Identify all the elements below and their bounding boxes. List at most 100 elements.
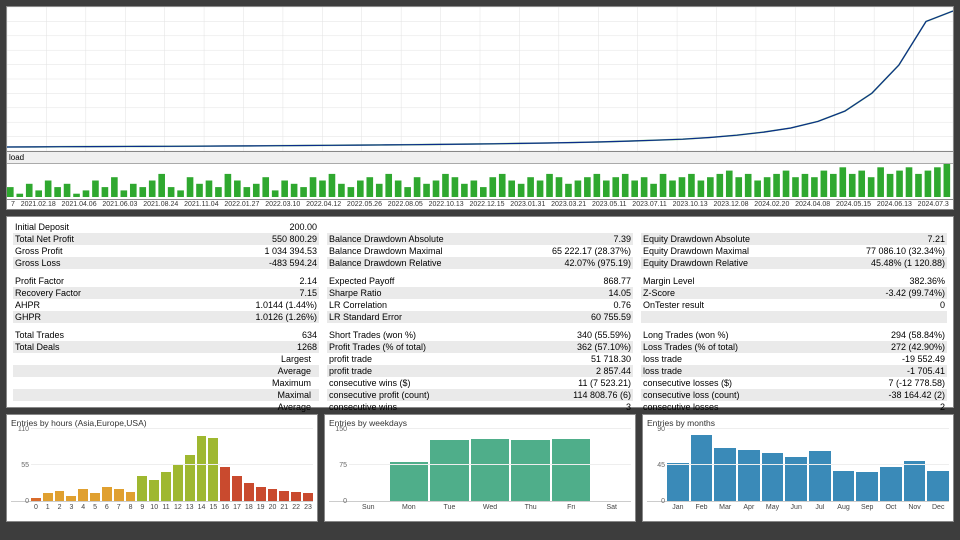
bar (66, 496, 76, 501)
stat-row: Loss Trades (% of total)272 (42.90%) (641, 341, 947, 353)
stat-row: Initial Deposit200.00 (13, 221, 319, 233)
stat-row (641, 221, 947, 233)
stat-row: Profit Factor2.14 (13, 275, 319, 287)
chart-title: Entries by months (647, 418, 949, 428)
stat-row: loss trade-1 705.41 (641, 365, 947, 377)
entries-by-months-chart: Entries by months 04590 JanFebMarAprMayJ… (642, 414, 954, 522)
stat-row: Short Trades (won %)340 (55.59%) (327, 329, 633, 341)
bar (471, 439, 510, 501)
bar (256, 487, 266, 501)
bar (511, 440, 550, 501)
bar (31, 498, 41, 501)
bar (78, 489, 88, 501)
chart-title: Entries by hours (Asia,Europe,USA) (11, 418, 313, 428)
bar (279, 491, 289, 501)
entries-by-hours-chart: Entries by hours (Asia,Europe,USA) 05511… (6, 414, 318, 522)
equity-curve-panel (6, 6, 954, 152)
stat-row: Sharpe Ratio14.05 (327, 287, 633, 299)
equity-curve (7, 7, 953, 151)
stat-row: Margin Level382.36% (641, 275, 947, 287)
bar (268, 489, 278, 501)
bar (220, 467, 230, 501)
stat-row: Gross Profit1 034 394.53 (13, 245, 319, 257)
entries-by-weekdays-chart: Entries by weekdays 075150 SunMonTueWedT… (324, 414, 636, 522)
stat-row: profit trade51 718.30 (327, 353, 633, 365)
bar (762, 453, 784, 501)
bar (552, 439, 591, 501)
stat-row: Maximum (13, 377, 319, 389)
volume-bars (7, 164, 953, 197)
stat-row: Maximal (13, 389, 319, 401)
time-axis: 72021.02.182021.04.062021.06.032021.08.2… (6, 200, 954, 210)
bar (691, 435, 713, 501)
stat-row: loss trade-19 552.49 (641, 353, 947, 365)
stat-row: consecutive loss (count)-38 164.42 (2) (641, 389, 947, 401)
volume-panel: load (6, 152, 954, 200)
stat-row: Balance Drawdown Absolute7.39 (327, 233, 633, 245)
stat-row: Expected Payoff868.77 (327, 275, 633, 287)
bar (114, 489, 124, 501)
bar (430, 440, 469, 501)
stat-row: Long Trades (won %)294 (58.84%) (641, 329, 947, 341)
histograms-panel: Entries by hours (Asia,Europe,USA) 05511… (6, 414, 954, 522)
stat-row: LR Correlation0.76 (327, 299, 633, 311)
bar (809, 451, 831, 501)
stat-row: Total Trades634 (13, 329, 319, 341)
bar (55, 491, 65, 501)
stat-row: Profit Trades (% of total)362 (57.10%) (327, 341, 633, 353)
stat-row: consecutive wins ($)11 (7 523.21) (327, 377, 633, 389)
stat-row: consecutive losses2 (641, 401, 947, 413)
chart-title: Entries by weekdays (329, 418, 631, 428)
stat-row: Balance Drawdown Maximal65 222.17 (28.37… (327, 245, 633, 257)
stat-row: Equity Drawdown Absolute7.21 (641, 233, 947, 245)
stat-row (327, 221, 633, 233)
bar (102, 487, 112, 501)
stat-row: consecutive profit (count)114 808.76 (6) (327, 389, 633, 401)
volume-label: load (7, 152, 953, 164)
stat-row: Equity Drawdown Maximal77 086.10 (32.34%… (641, 245, 947, 257)
bar (738, 450, 760, 501)
stat-row: Average (13, 365, 319, 377)
bar (208, 438, 218, 501)
stats-col-1: Initial Deposit200.00Total Net Profit550… (13, 221, 319, 413)
stats-col-2: Balance Drawdown Absolute7.39Balance Dra… (327, 221, 633, 413)
bar (161, 472, 171, 501)
stat-row: profit trade2 857.44 (327, 365, 633, 377)
stats-panel: Initial Deposit200.00Total Net Profit550… (6, 216, 954, 408)
stat-row: Gross Loss-483 594.24 (13, 257, 319, 269)
bar (904, 461, 926, 501)
bar (390, 462, 429, 501)
bar (185, 455, 195, 501)
stat-row: Z-Score-3.42 (99.74%) (641, 287, 947, 299)
bar (291, 492, 301, 501)
stat-row (641, 311, 947, 323)
bar (149, 480, 159, 501)
bar (43, 493, 53, 501)
bar (856, 472, 878, 501)
stat-row: Equity Drawdown Relative45.48% (1 120.88… (641, 257, 947, 269)
bar (137, 476, 147, 501)
stats-col-3: Equity Drawdown Absolute7.21Equity Drawd… (641, 221, 947, 413)
bar (197, 436, 207, 501)
stat-row: GHPR1.0126 (1.26%) (13, 311, 319, 323)
stat-row: Total Net Profit550 800.29 (13, 233, 319, 245)
stat-row: consecutive wins3 (327, 401, 633, 413)
bar (126, 492, 136, 501)
bar (833, 471, 855, 501)
bar (244, 483, 254, 501)
bar (232, 476, 242, 501)
stat-row: Total Deals1268 (13, 341, 319, 353)
stat-row: Average (13, 401, 319, 413)
stat-row: Balance Drawdown Relative42.07% (975.19) (327, 257, 633, 269)
stat-row: AHPR1.0144 (1.44%) (13, 299, 319, 311)
bar (303, 493, 313, 501)
stat-row: OnTester result0 (641, 299, 947, 311)
bar (667, 463, 689, 501)
stat-row: consecutive losses ($)7 (-12 778.58) (641, 377, 947, 389)
bar (90, 493, 100, 501)
bar (880, 467, 902, 501)
bar (927, 471, 949, 501)
bar (714, 448, 736, 501)
stat-row: Recovery Factor7.15 (13, 287, 319, 299)
bar (173, 465, 183, 501)
